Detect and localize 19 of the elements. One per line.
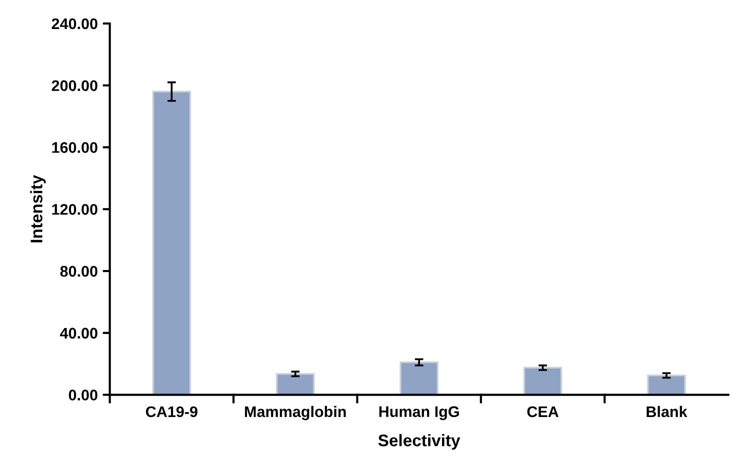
y-tick-label: 240.00 (52, 18, 98, 30)
x-tick-label: Blank (646, 406, 688, 418)
y-tick-label: 80.00 (60, 266, 98, 277)
bar (276, 373, 315, 395)
y-tick-label: 160.00 (52, 142, 98, 153)
y-axis-title: Intensity (30, 174, 46, 242)
y-tick-label: 40.00 (60, 328, 98, 339)
bar (647, 374, 686, 395)
y-tick-label: 120.00 (52, 204, 98, 215)
bar (523, 366, 562, 395)
bar (152, 90, 192, 395)
x-tick-label: Human IgG (379, 406, 459, 420)
x-axis-title: Selectivity (378, 434, 460, 450)
y-tick-label: 200.00 (52, 80, 98, 92)
bar (400, 361, 438, 395)
x-tick-label: CEA (527, 406, 559, 418)
y-tick-label: 0.00 (68, 390, 98, 400)
x-tick-label: CA19-9 (146, 406, 198, 418)
x-tick-label: Mammaglobin (245, 406, 346, 420)
